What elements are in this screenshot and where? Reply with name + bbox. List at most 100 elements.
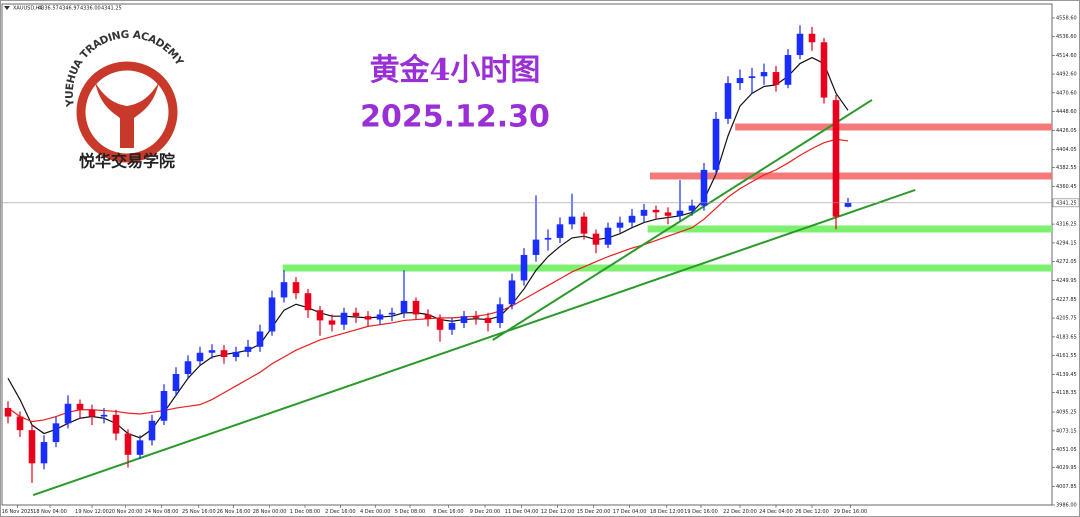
candle-body <box>88 409 96 417</box>
x-tick-label: 15 Dec 20:00 <box>577 509 611 515</box>
y-tick-label: 4118.35 <box>1056 390 1077 396</box>
y-tick-label: 4404.05 <box>1056 147 1077 153</box>
candle-body <box>640 209 648 216</box>
y-tick-label: 4139.45 <box>1056 372 1077 378</box>
candle-body <box>736 78 744 84</box>
y-tick-label: 4183.65 <box>1056 334 1077 340</box>
candle-body <box>376 314 384 320</box>
y-tick-label: 4051.05 <box>1056 447 1077 453</box>
candle-body <box>592 233 600 245</box>
price-box <box>1052 198 1080 208</box>
y-tick-label: 4514.60 <box>1056 53 1077 59</box>
candle-body <box>772 72 780 85</box>
candle-body <box>568 216 576 225</box>
y-tick-label: 4007.85 <box>1056 484 1077 490</box>
candle-body <box>292 282 300 294</box>
x-tick-label: 18 Nov 04:00 <box>33 509 67 515</box>
x-tick-label: 22 Dec 20:00 <box>723 509 757 515</box>
y-tick-label: 4536.60 <box>1056 34 1077 40</box>
level-zone <box>282 264 1052 272</box>
logo-name-cn: 悦华交易学院 <box>79 152 175 171</box>
candle-body <box>832 100 840 217</box>
close-label: 4341.25 <box>101 6 122 12</box>
candle-body <box>280 282 288 298</box>
candle-body <box>604 227 612 245</box>
candle-body <box>688 205 696 211</box>
y-tick-label: 4161.55 <box>1056 353 1077 359</box>
candle-body <box>244 346 252 352</box>
price-box-label: 4341.25 <box>1056 200 1077 206</box>
low-label: 4336.00 <box>80 6 101 12</box>
candle-body <box>220 350 228 357</box>
candle-body <box>172 374 180 392</box>
x-tick-label: 26 Nov 16:00 <box>217 509 251 515</box>
y-tick-label: 4249.95 <box>1056 278 1077 284</box>
candle-body <box>256 331 264 347</box>
x-tick-label: 12 Dec 12:00 <box>541 509 575 515</box>
y-tick-label: 4426.05 <box>1056 128 1077 134</box>
symbol: XAUUSD,H4 <box>13 6 43 12</box>
candle-body <box>76 403 84 410</box>
candle-body <box>808 33 816 43</box>
trendline <box>492 99 873 341</box>
y-tick-label: 4073.15 <box>1056 428 1077 434</box>
candle-body <box>460 316 468 323</box>
candle-body <box>724 83 732 119</box>
candle-body <box>628 215 636 223</box>
y-tick-label: 4382.55 <box>1056 165 1077 171</box>
candle-body <box>496 304 504 323</box>
candle-body <box>400 300 408 313</box>
candle-body <box>232 351 240 357</box>
header-icon <box>4 6 10 10</box>
candle-body <box>124 433 132 455</box>
candle-body <box>268 297 276 332</box>
candle-body <box>556 224 564 238</box>
candle-body <box>4 408 12 417</box>
candle-body <box>436 318 444 330</box>
candle-body <box>508 280 516 305</box>
x-tick-label: 4 Dec 00:00 <box>360 509 390 515</box>
candle-body <box>148 420 156 441</box>
x-tick-label: 19 Dec 16:00 <box>684 509 718 515</box>
candle-body <box>196 352 204 362</box>
candle-body <box>208 350 216 353</box>
x-tick-label: 2 Dec 16:00 <box>325 509 355 515</box>
y-tick-label: 4272.05 <box>1056 259 1077 265</box>
candle-body <box>136 440 144 455</box>
x-tick-label: 19 Nov 12:00 <box>75 509 109 515</box>
candle-body <box>544 237 552 240</box>
plot-layer: 4558.60 4536.60 4514.60 4492.60 4470.60 4448.… <box>2 15 1080 515</box>
x-tick-label: 1 Dec 08:00 <box>290 509 320 515</box>
x-tick-label: 28 Nov 00:00 <box>253 509 287 515</box>
x-tick-label: 9 Dec 20:00 <box>470 509 500 515</box>
candle-body <box>784 55 792 85</box>
y-tick-label: 4227.85 <box>1056 297 1077 303</box>
header: XAUUSD,H4 4336.57 4346.97 4336.00 4341.2… <box>4 6 122 12</box>
candle-body <box>616 222 624 228</box>
level-zone <box>650 172 1052 180</box>
candle-body <box>316 310 324 321</box>
x-tick-label: 18 Dec 12:00 <box>650 509 684 515</box>
candle-body <box>40 442 48 464</box>
x-tick-label: 24 Nov 08:00 <box>145 509 179 515</box>
y-tick-label: 4448.60 <box>1056 109 1077 115</box>
candle-body <box>700 169 708 206</box>
candle-body <box>352 312 360 317</box>
level-zone <box>735 123 1052 131</box>
candle-body <box>364 316 372 320</box>
candle-body <box>580 216 588 234</box>
trendline <box>32 188 916 496</box>
candle-body <box>712 118 720 170</box>
open-label: 4336.57 <box>38 6 59 12</box>
x-tick-label: 8 Dec 16:00 <box>433 509 463 515</box>
x-tick-label: 20 Nov 20:00 <box>109 509 143 515</box>
candle-body <box>304 293 312 311</box>
chart-subtitle: 2025.12.30 <box>360 100 550 135</box>
candle-body <box>328 320 336 325</box>
y-tick-label: 4470.60 <box>1056 90 1077 96</box>
x-tick-label: 26 Dec 12:00 <box>795 509 829 515</box>
candle-body <box>820 42 828 98</box>
candle-body <box>424 314 432 319</box>
